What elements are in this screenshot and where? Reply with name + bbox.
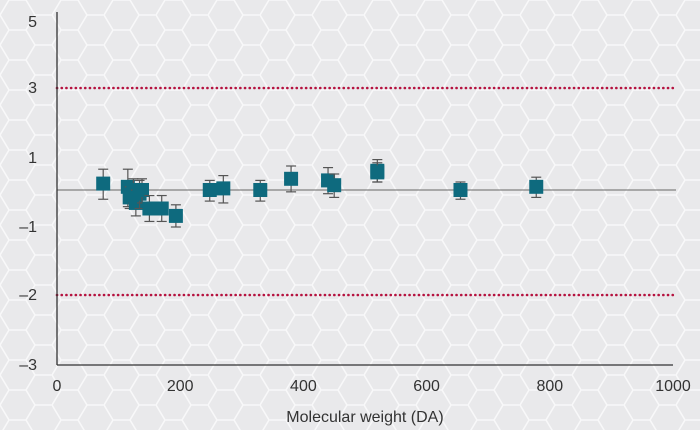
x-tick-label: 400 (290, 378, 317, 395)
data-point (327, 173, 342, 198)
point-marker (96, 176, 111, 191)
data-point (529, 176, 544, 198)
y-tick-label: –2 (19, 287, 37, 304)
data-point (253, 179, 268, 202)
data-point (142, 194, 157, 223)
x-tick-label: 600 (413, 378, 440, 395)
x-tick-label: 800 (536, 378, 563, 395)
data-point (202, 179, 217, 202)
y-tick-label: 3 (28, 80, 37, 97)
point-marker (216, 181, 231, 196)
point-marker (327, 178, 342, 193)
data-point (453, 181, 468, 200)
x-tick-label: 0 (53, 378, 62, 395)
point-marker (370, 165, 385, 180)
y-tick-label: –1 (19, 219, 37, 236)
data-point (154, 194, 169, 223)
point-marker (154, 201, 169, 216)
y-tick-label: 5 (28, 14, 37, 31)
x-tick-label: 1000 (655, 378, 691, 395)
x-axis-title: Molecular weight (DA) (286, 409, 443, 426)
point-marker (135, 183, 150, 197)
point-marker (253, 183, 268, 197)
data-point (216, 175, 231, 204)
data-point (168, 204, 183, 228)
data-point (284, 165, 299, 193)
point-marker (202, 183, 217, 197)
y-tick-label: 1 (28, 150, 37, 167)
data-point (96, 168, 111, 200)
point-marker (529, 179, 544, 194)
point-marker (284, 171, 299, 186)
point-marker (142, 201, 157, 216)
y-tick-label: –3 (19, 357, 37, 374)
point-marker (168, 208, 183, 223)
x-tick-label: 200 (167, 378, 194, 395)
point-marker (453, 183, 468, 197)
data-point (370, 162, 385, 183)
